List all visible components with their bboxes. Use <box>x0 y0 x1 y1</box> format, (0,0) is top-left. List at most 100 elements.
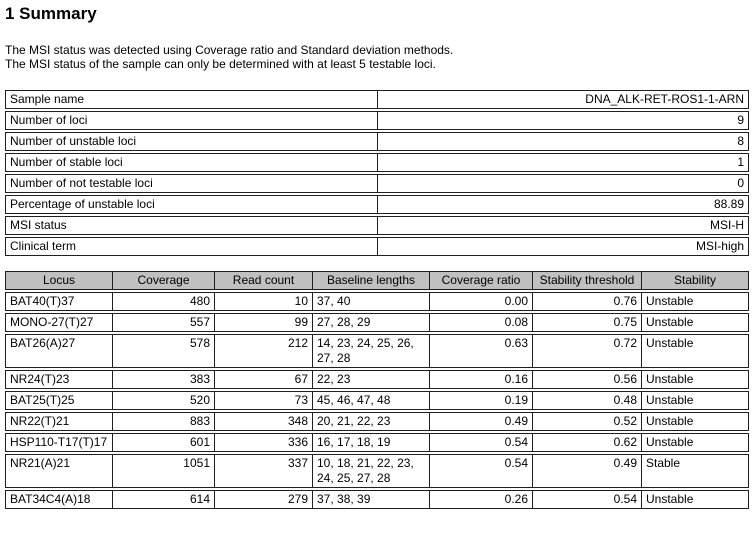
loci-cell: NR22(T)21 <box>5 412 113 431</box>
loci-cell: BAT34C4(A)18 <box>5 490 113 509</box>
loci-cell: 614 <box>113 490 215 509</box>
summary-row: Percentage of unstable loci 88.89 <box>5 195 749 214</box>
loci-cell: 0.54 <box>430 433 533 452</box>
intro-line-1: The MSI status was detected using Covera… <box>5 43 454 57</box>
summary-value: MSI-H <box>378 216 749 235</box>
loci-cell: 0.48 <box>533 391 642 410</box>
loci-cell: 0.19 <box>430 391 533 410</box>
loci-cell: 0.54 <box>533 490 642 509</box>
loci-cell: 0.63 <box>430 334 533 368</box>
loci-cell: 67 <box>215 370 313 389</box>
loci-cell: Unstable <box>642 292 749 311</box>
loci-cell: 520 <box>113 391 215 410</box>
loci-cell: 1051 <box>113 454 215 488</box>
summary-label: Number of loci <box>5 111 378 130</box>
loci-cell: 0.49 <box>533 454 642 488</box>
summary-table: Sample name DNA_ALK-RET-ROS1-1-ARN Number … <box>5 88 749 258</box>
report-page: 1 Summary The MSI status was detected us… <box>5 4 749 509</box>
loci-cell: 10, 18, 21, 22, 23, 24, 25, 27, 28 <box>313 454 430 488</box>
loci-cell: 0.72 <box>533 334 642 368</box>
summary-label: Number of stable loci <box>5 153 378 172</box>
loci-cell: 383 <box>113 370 215 389</box>
summary-label: Percentage of unstable loci <box>5 195 378 214</box>
loci-cell: Unstable <box>642 490 749 509</box>
summary-label: Sample name <box>5 90 378 109</box>
loci-column-header: Baseline lengths <box>313 271 430 290</box>
summary-value: 8 <box>378 132 749 151</box>
loci-cell: 0.54 <box>430 454 533 488</box>
loci-cell: Unstable <box>642 313 749 332</box>
loci-cell: 16, 17, 18, 19 <box>313 433 430 452</box>
loci-cell: 0.16 <box>430 370 533 389</box>
loci-cell: 0.76 <box>533 292 642 311</box>
loci-column-header: Coverage <box>113 271 215 290</box>
summary-row: Clinical term MSI-high <box>5 237 749 256</box>
summary-row: Number of not testable loci 0 <box>5 174 749 193</box>
loci-cell: 0.49 <box>430 412 533 431</box>
summary-value: DNA_ALK-RET-ROS1-1-ARN <box>378 90 749 109</box>
loci-cell: BAT26(A)27 <box>5 334 113 368</box>
loci-cell: 20, 21, 22, 23 <box>313 412 430 431</box>
loci-row: NR21(A)21 1051 337 10, 18, 21, 22, 23, 24, … <box>5 454 749 488</box>
summary-row: Sample name DNA_ALK-RET-ROS1-1-ARN <box>5 90 749 109</box>
loci-cell: 99 <box>215 313 313 332</box>
page-title: 1 Summary <box>5 4 97 23</box>
intro-paragraph: The MSI status was detected using Covera… <box>5 43 749 71</box>
loci-row: NR24(T)23 383 67 22, 23 0.16 0.56 Unstable <box>5 370 749 389</box>
loci-cell: 0.52 <box>533 412 642 431</box>
loci-cell: 22, 23 <box>313 370 430 389</box>
summary-row: MSI status MSI-H <box>5 216 749 235</box>
loci-cell: 212 <box>215 334 313 368</box>
loci-header-row: Locus Coverage Read count Baseline lengths C… <box>5 271 749 290</box>
loci-cell: MONO-27(T)27 <box>5 313 113 332</box>
loci-cell: 45, 46, 47, 48 <box>313 391 430 410</box>
loci-column-header: Coverage ratio <box>430 271 533 290</box>
loci-cell: 480 <box>113 292 215 311</box>
loci-cell: Unstable <box>642 391 749 410</box>
summary-value: 1 <box>378 153 749 172</box>
summary-row: Number of loci 9 <box>5 111 749 130</box>
loci-row: BAT26(A)27 578 212 14, 23, 24, 25, 26, 27, … <box>5 334 749 368</box>
summary-value: 88.89 <box>378 195 749 214</box>
loci-cell: 337 <box>215 454 313 488</box>
loci-cell: 578 <box>113 334 215 368</box>
loci-cell: Unstable <box>642 370 749 389</box>
loci-column-header: Stability threshold <box>533 271 642 290</box>
loci-cell: 0.56 <box>533 370 642 389</box>
loci-cell: 557 <box>113 313 215 332</box>
loci-cell: 348 <box>215 412 313 431</box>
loci-column-header: Read count <box>215 271 313 290</box>
loci-row: HSP110-T17(T)17 601 336 16, 17, 18, 19 0.54 0… <box>5 433 749 452</box>
loci-column-header: Stability <box>642 271 749 290</box>
loci-cell: 37, 38, 39 <box>313 490 430 509</box>
loci-cell: BAT25(T)25 <box>5 391 113 410</box>
loci-row: BAT34C4(A)18 614 279 37, 38, 39 0.26 0.54 Unst… <box>5 490 749 509</box>
summary-label: Clinical term <box>5 237 378 256</box>
loci-cell: 37, 40 <box>313 292 430 311</box>
loci-cell: 10 <box>215 292 313 311</box>
loci-cell: Unstable <box>642 412 749 431</box>
loci-cell: NR21(A)21 <box>5 454 113 488</box>
loci-cell: 601 <box>113 433 215 452</box>
loci-cell: BAT40(T)37 <box>5 292 113 311</box>
loci-column-header: Locus <box>5 271 113 290</box>
loci-row: NR22(T)21 883 348 20, 21, 22, 23 0.49 0.52 Uns… <box>5 412 749 431</box>
loci-cell: 336 <box>215 433 313 452</box>
loci-cell: 0.62 <box>533 433 642 452</box>
summary-value: MSI-high <box>378 237 749 256</box>
loci-row: MONO-27(T)27 557 99 27, 28, 29 0.08 0.75 Unsta… <box>5 313 749 332</box>
summary-label: Number of unstable loci <box>5 132 378 151</box>
summary-row: Number of stable loci 1 <box>5 153 749 172</box>
loci-cell: HSP110-T17(T)17 <box>5 433 113 452</box>
loci-row: BAT40(T)37 480 10 37, 40 0.00 0.76 Unstable <box>5 292 749 311</box>
summary-value: 0 <box>378 174 749 193</box>
summary-label: Number of not testable loci <box>5 174 378 193</box>
loci-cell: Unstable <box>642 334 749 368</box>
loci-cell: 883 <box>113 412 215 431</box>
intro-line-2: The MSI status of the sample can only be… <box>5 57 436 71</box>
loci-row: BAT25(T)25 520 73 45, 46, 47, 48 0.19 0.48 Uns… <box>5 391 749 410</box>
summary-value: 9 <box>378 111 749 130</box>
loci-cell: 0.08 <box>430 313 533 332</box>
loci-cell: 0.00 <box>430 292 533 311</box>
loci-cell: Unstable <box>642 433 749 452</box>
